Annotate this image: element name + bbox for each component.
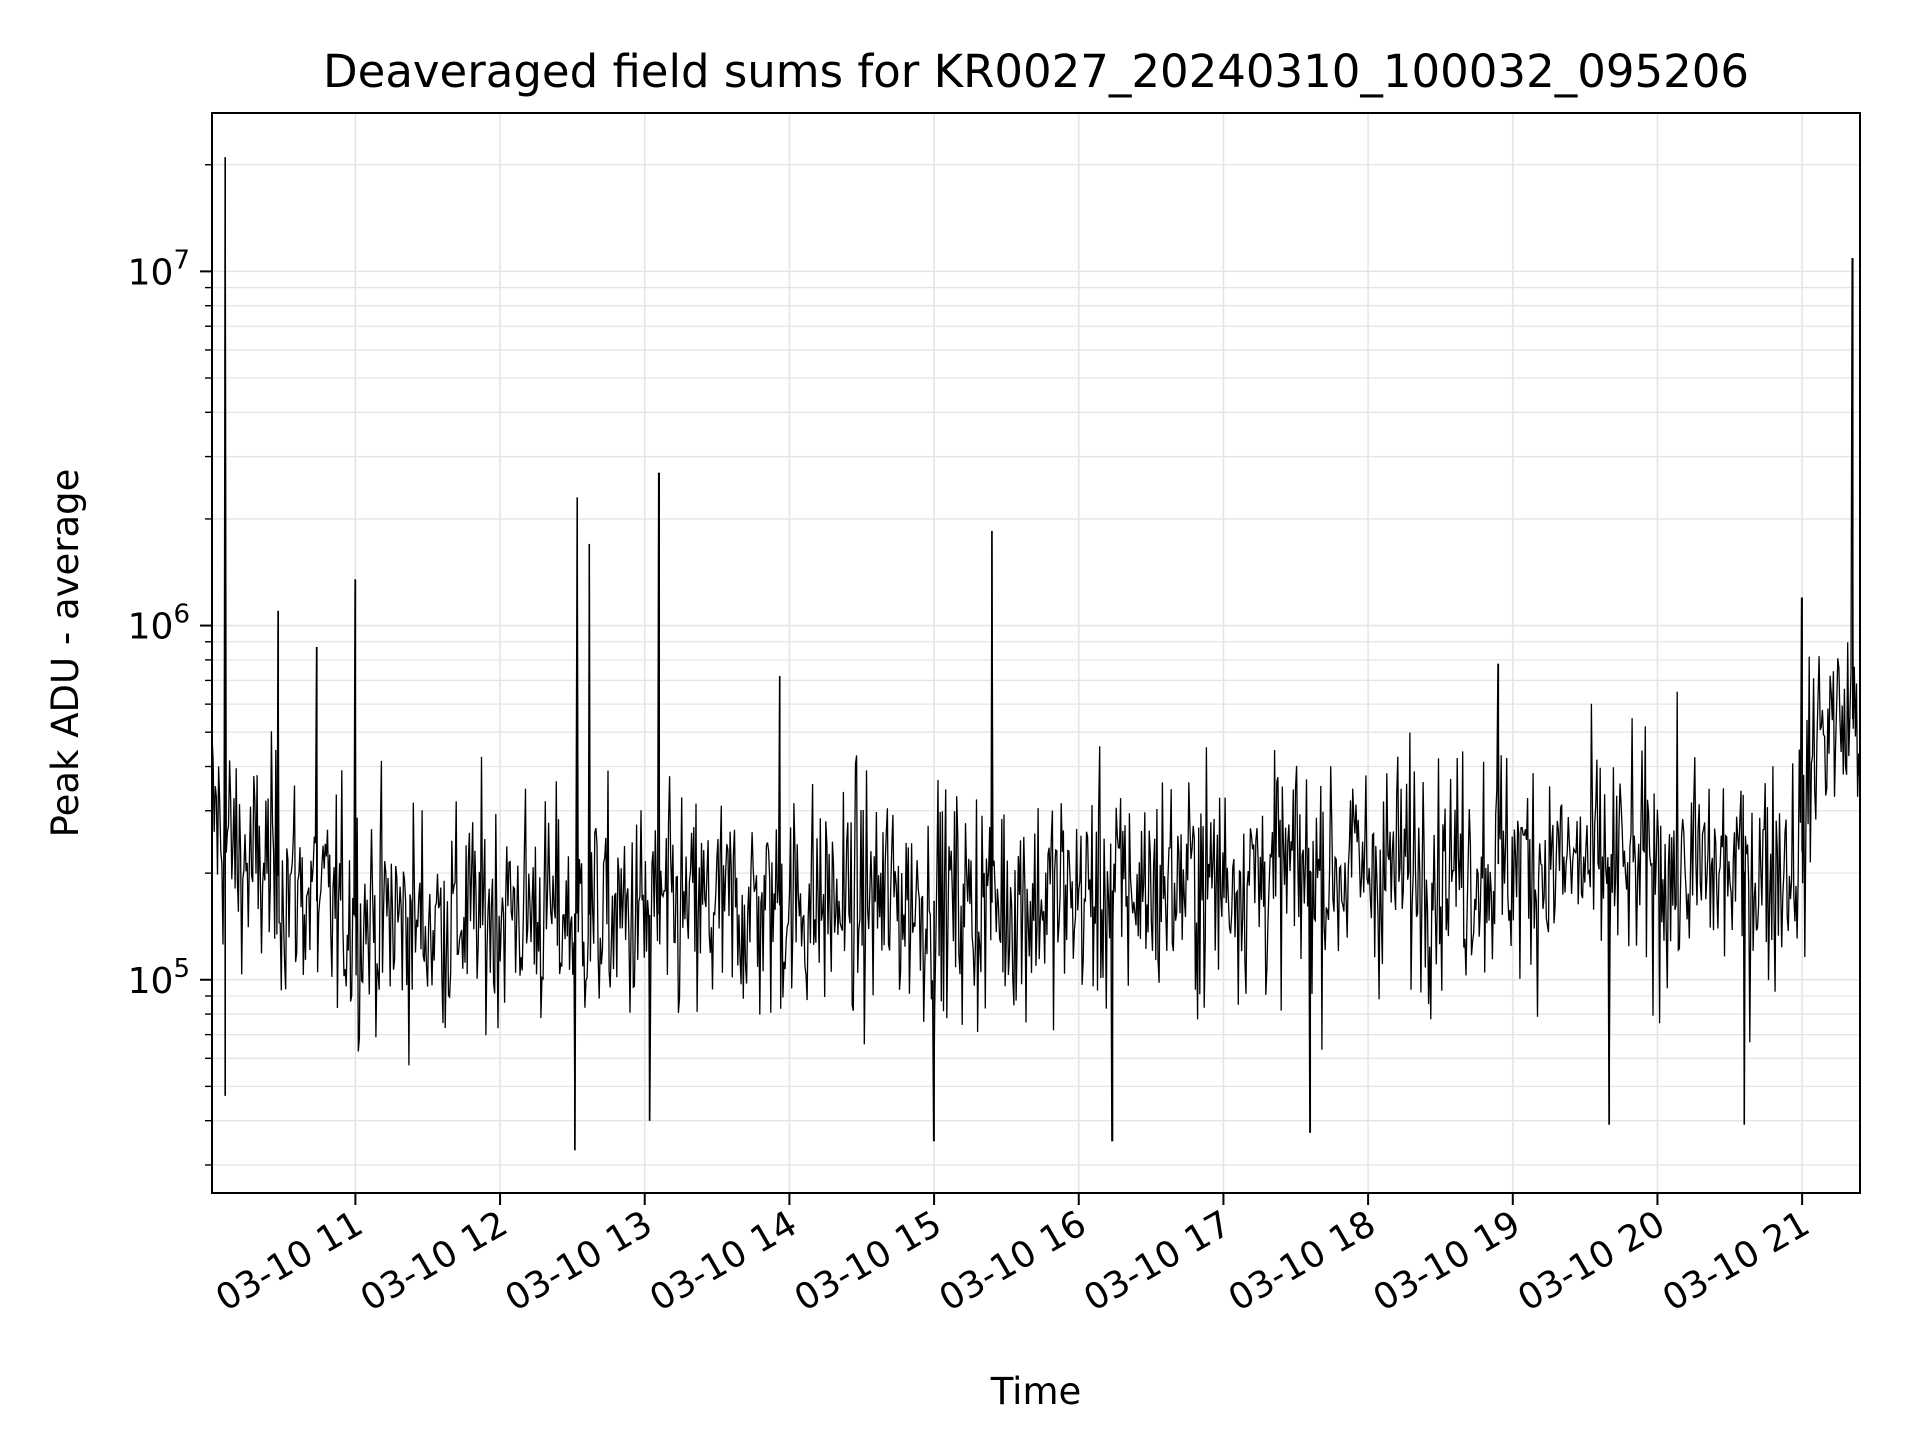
plot-frame bbox=[211, 112, 1861, 1194]
x-tick-label: 03-10 12 bbox=[354, 1203, 515, 1319]
y-tick-label: 106 bbox=[128, 600, 190, 648]
x-tick-label: 03-10 14 bbox=[643, 1203, 804, 1319]
grid bbox=[212, 113, 1860, 1193]
x-tick-label: 03-10 15 bbox=[788, 1203, 949, 1319]
x-tick-label: 03-10 13 bbox=[499, 1203, 660, 1319]
x-tick-label: 03-10 17 bbox=[1077, 1203, 1238, 1319]
x-tick-label: 03-10 21 bbox=[1656, 1203, 1817, 1319]
y-axis-label: Peak ADU - average bbox=[44, 469, 87, 838]
plot-area bbox=[211, 157, 1861, 1151]
y-tick-label: 105 bbox=[128, 954, 190, 1002]
x-tick-label: 03-10 11 bbox=[209, 1203, 370, 1319]
x-tick-label: 03-10 20 bbox=[1511, 1203, 1672, 1319]
x-axis-label: Time bbox=[990, 1370, 1082, 1413]
chart-title: Deaveraged field sums for KR0027_2024031… bbox=[323, 45, 1749, 98]
series-line bbox=[211, 157, 1861, 1151]
x-tick-label: 03-10 18 bbox=[1222, 1203, 1383, 1319]
x-tick-label: 03-10 19 bbox=[1367, 1203, 1528, 1319]
y-tick-label: 107 bbox=[128, 245, 190, 293]
x-tick-label: 03-10 16 bbox=[933, 1203, 1094, 1319]
